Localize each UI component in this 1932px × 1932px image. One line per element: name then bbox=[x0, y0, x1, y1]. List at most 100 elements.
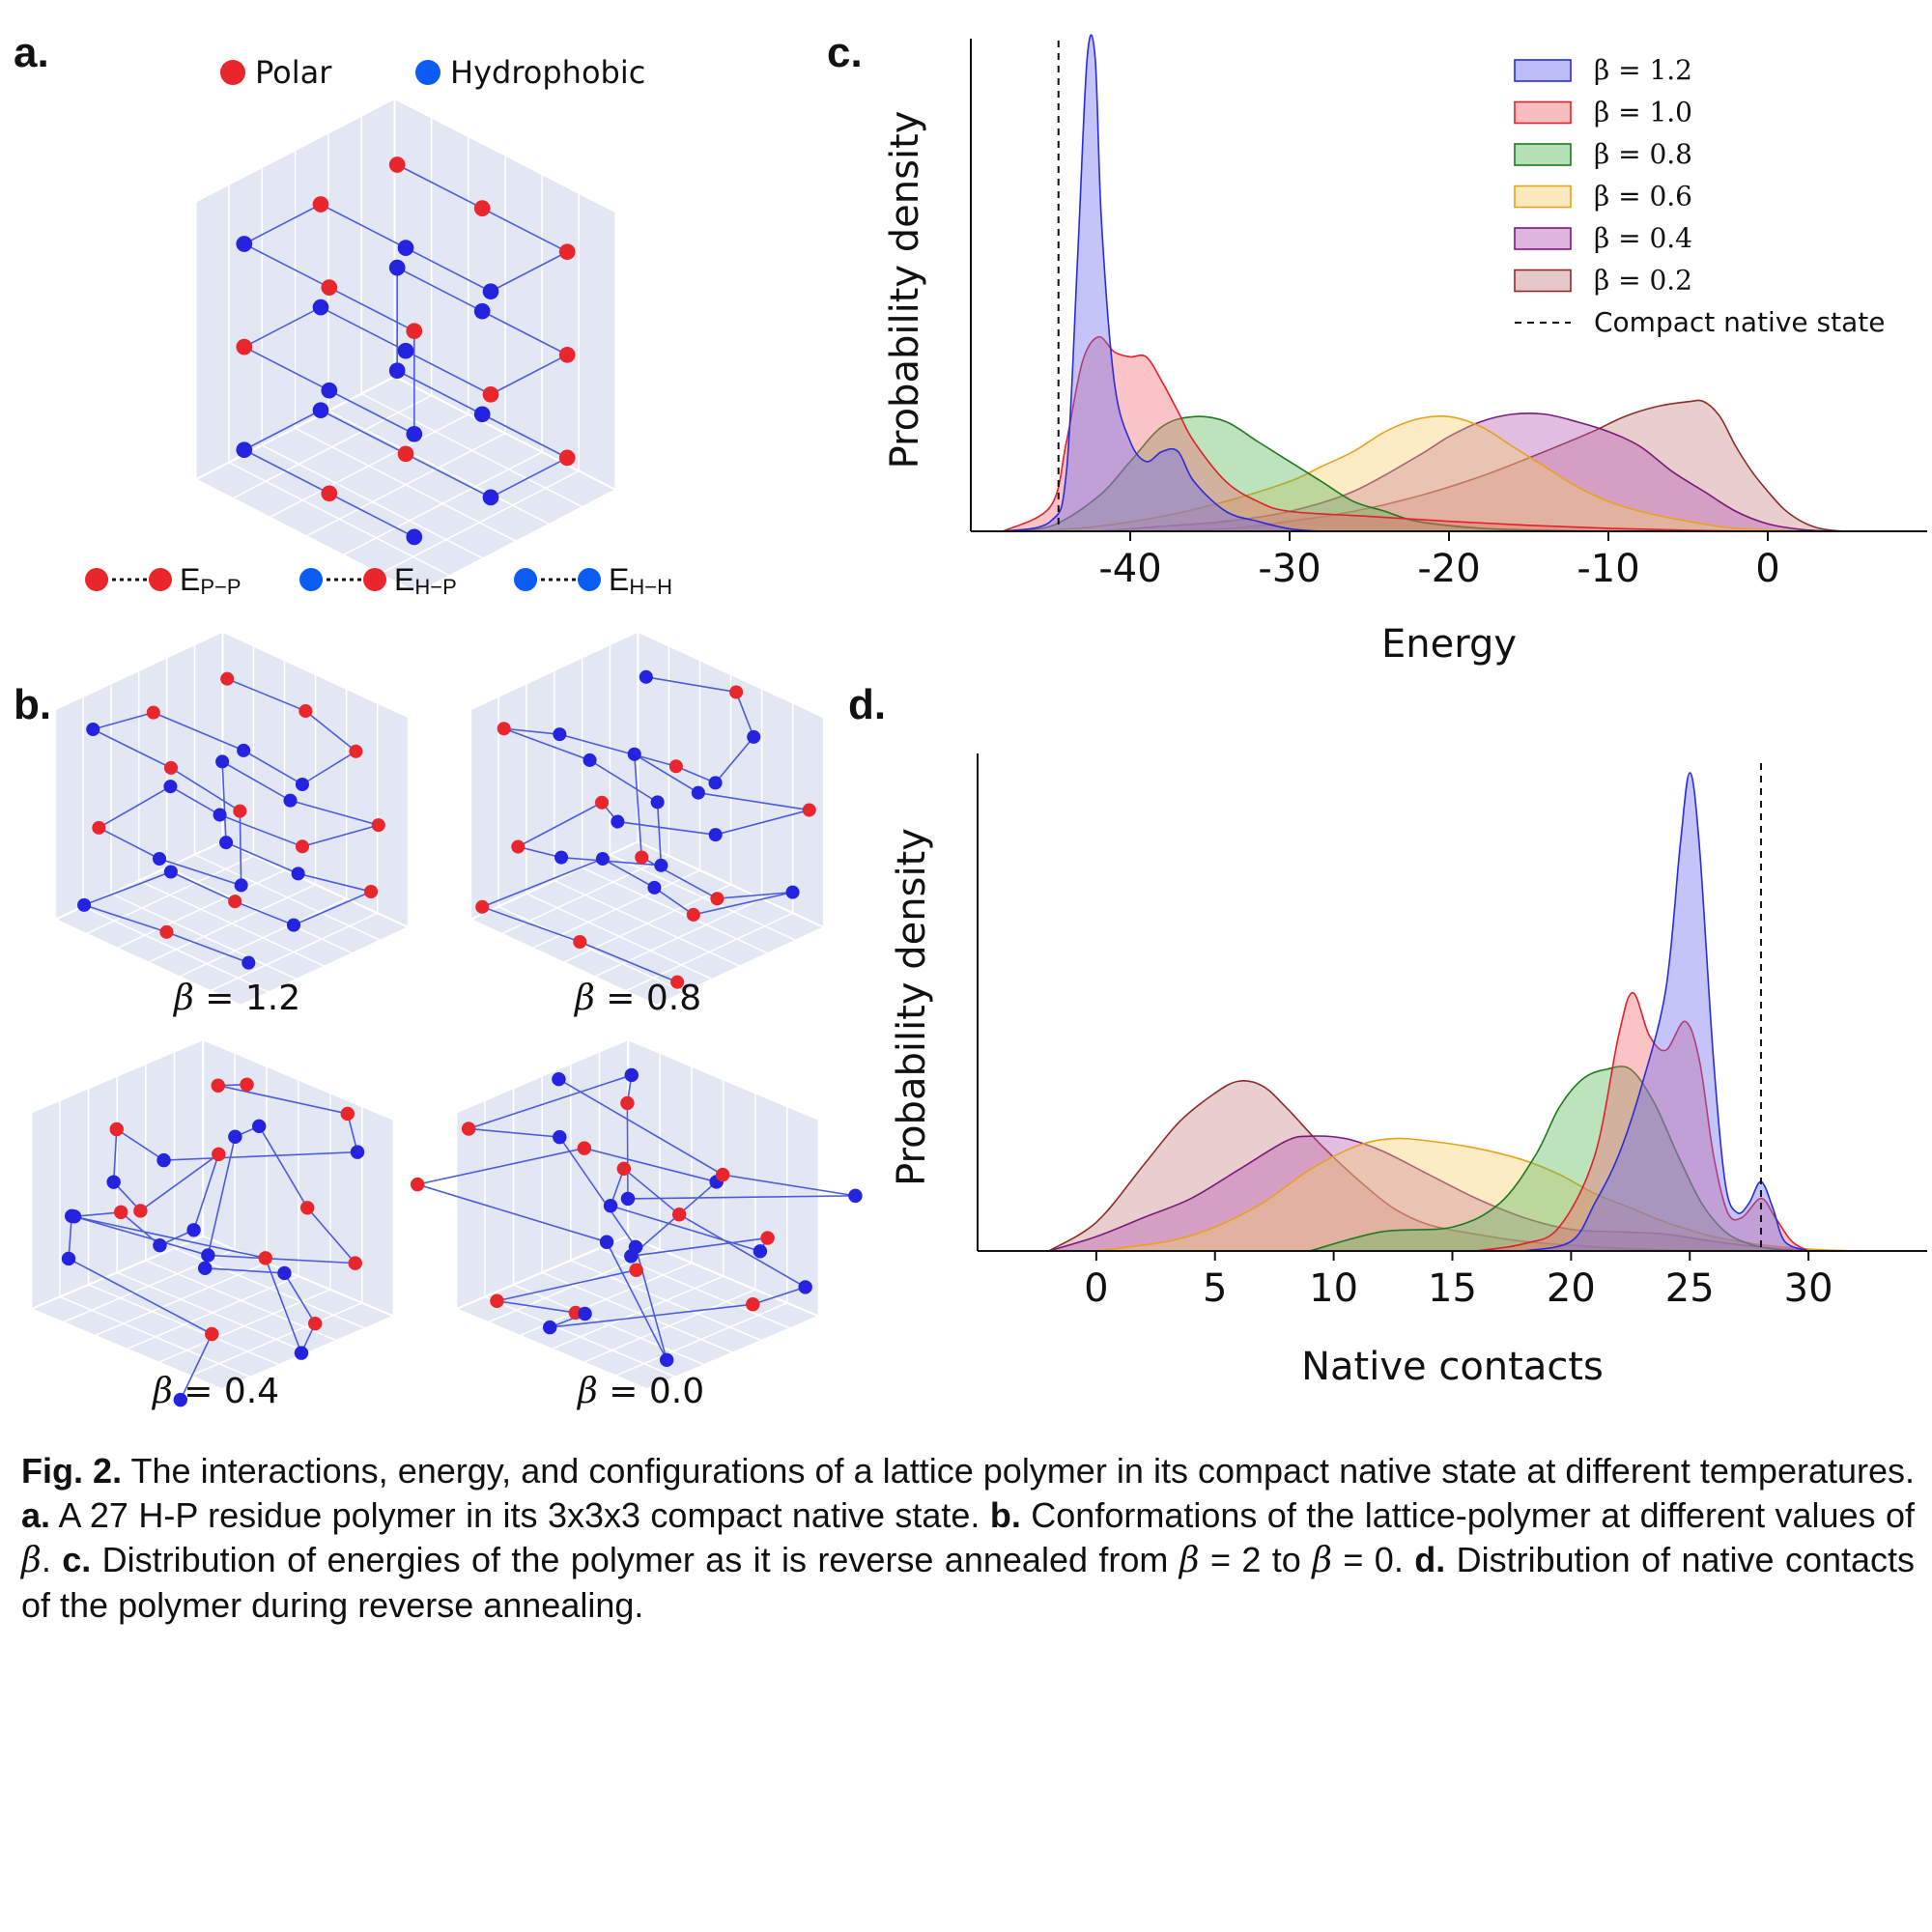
interaction-residue-left bbox=[514, 568, 537, 591]
polar-residue bbox=[146, 705, 160, 720]
polar-residue bbox=[159, 924, 174, 939]
hydrophobic-residue bbox=[482, 283, 499, 300]
lattice-conformation-1 bbox=[52, 630, 412, 1007]
polar-residue bbox=[371, 818, 385, 833]
grid-line bbox=[54, 919, 242, 1007]
lattice-conformation-2 bbox=[468, 630, 827, 1007]
density-series-0 bbox=[1002, 34, 1322, 532]
hydrophobic-residue bbox=[654, 858, 668, 872]
hydrophobic-residue bbox=[691, 785, 705, 800]
hydrophobic-residue bbox=[242, 955, 256, 970]
legend-polar: Polar bbox=[220, 54, 331, 91]
polar-residue bbox=[258, 1251, 272, 1265]
hydrophobic-residue bbox=[595, 852, 610, 867]
hydrophobic-residue bbox=[277, 1265, 292, 1281]
polar-residue bbox=[348, 1256, 362, 1270]
hydrophobic-residue bbox=[286, 918, 301, 932]
grid-line bbox=[416, 489, 616, 594]
legend-entry-0: β = 1.2 bbox=[1594, 54, 1692, 86]
hydrophobic-residue bbox=[753, 1244, 768, 1259]
x-tick-label: 15 bbox=[1428, 1266, 1477, 1311]
polar-residue bbox=[388, 156, 406, 173]
beta-label-3: β = 0.4 bbox=[153, 1372, 280, 1411]
density-series-4 bbox=[1048, 1135, 1809, 1252]
interaction-residue-right bbox=[578, 568, 601, 591]
x-tick-label: 5 bbox=[1203, 1266, 1227, 1311]
caption-d-label: d. bbox=[1414, 1540, 1446, 1579]
polar-residue bbox=[92, 820, 106, 835]
caption-b-label: b. bbox=[989, 1495, 1021, 1535]
hydrophobic-residue bbox=[153, 1237, 167, 1253]
caption-c-eq1: = 2 to bbox=[1199, 1540, 1313, 1579]
caption-b-text: Conformations of the lattice-polymer at … bbox=[1020, 1495, 1915, 1535]
hydrophobic-residue bbox=[291, 867, 305, 881]
hydrophobic-residue bbox=[163, 865, 178, 879]
polar-residue bbox=[686, 907, 700, 922]
hydrophobic-residue bbox=[611, 814, 625, 829]
caption-c-label: c. bbox=[62, 1540, 92, 1579]
x-tick-label: 0 bbox=[1755, 547, 1779, 591]
hydrophobic-residue bbox=[553, 1129, 567, 1145]
polar-residue bbox=[240, 1077, 254, 1092]
hydrophobic-residue bbox=[647, 880, 662, 895]
hydrophobic-residue bbox=[215, 754, 230, 769]
x-axis-label: Energy bbox=[1381, 622, 1517, 667]
polar-residue bbox=[577, 1141, 592, 1155]
grid-line bbox=[656, 926, 825, 1007]
polar-residue bbox=[511, 839, 526, 854]
polar-residue bbox=[236, 338, 253, 355]
density-series-2 bbox=[1002, 415, 1609, 532]
interaction-residue-right bbox=[149, 568, 172, 591]
polar-residue bbox=[233, 804, 247, 818]
hydrophobic-residue bbox=[578, 1306, 592, 1321]
polar-residue bbox=[298, 704, 313, 719]
x-tick-label: -30 bbox=[1258, 547, 1321, 591]
hydrophobic-residue bbox=[798, 1280, 812, 1294]
hydrophobic-residue bbox=[603, 1198, 618, 1213]
beta-label-1: β = 1.2 bbox=[174, 979, 301, 1018]
grid-line bbox=[241, 926, 410, 1007]
polar-residue bbox=[397, 445, 414, 463]
hydrophobic-residue bbox=[219, 836, 234, 850]
caption-fig-label: Fig. 2. bbox=[21, 1451, 123, 1491]
caption-d-text: Distribution of native contacts of the p… bbox=[21, 1540, 1916, 1625]
density-series-1 bbox=[1002, 335, 1769, 532]
interaction-residue-right bbox=[363, 568, 386, 591]
hydrophobic-residue bbox=[624, 1067, 639, 1083]
density-series-5 bbox=[1129, 399, 1848, 532]
polar-dot-icon bbox=[220, 60, 245, 85]
hydrophobic-residue bbox=[197, 1261, 213, 1276]
grid-line bbox=[646, 1315, 820, 1390]
hydrophobic-residue bbox=[106, 1175, 121, 1189]
polar-residue bbox=[163, 760, 179, 775]
legend-hydrophobic: Hydrophobic bbox=[415, 54, 645, 91]
caption-c-eq2: = 0. bbox=[1332, 1540, 1415, 1579]
hydrophobic-residue bbox=[294, 1346, 309, 1360]
interaction-subscript: H−H bbox=[629, 575, 672, 599]
polar-residue bbox=[307, 1316, 323, 1331]
panel-letter-c: c. bbox=[827, 29, 863, 76]
legend-swatch-5 bbox=[1514, 269, 1572, 293]
polar-residue bbox=[406, 323, 423, 340]
beta-label-2: β = 0.8 bbox=[575, 979, 702, 1018]
density-series-4 bbox=[1097, 412, 1833, 532]
hydrophobic-residue bbox=[77, 897, 92, 912]
legend-polar-label: Polar bbox=[255, 54, 332, 91]
hydrophobic-residue bbox=[543, 1320, 557, 1335]
polar-residue bbox=[760, 1231, 775, 1245]
interaction-residue-left bbox=[85, 568, 108, 591]
hydrophobic-dot-icon bbox=[415, 60, 440, 85]
polar-residue bbox=[635, 850, 649, 865]
polar-residue bbox=[670, 975, 685, 989]
polar-residue bbox=[729, 685, 744, 699]
y-axis-label: Probability density bbox=[890, 828, 934, 1186]
legend-swatch-1 bbox=[1514, 100, 1572, 125]
hydrophobic-residue bbox=[708, 776, 723, 790]
lattice-conformation-3 bbox=[28, 1037, 397, 1407]
polar-residue bbox=[228, 895, 242, 909]
interaction-subscript: P−P bbox=[200, 575, 241, 599]
hydrophobic-residue bbox=[186, 1223, 201, 1237]
hydrophobic-residue bbox=[708, 828, 723, 842]
interaction-subscript: H−P bbox=[414, 575, 456, 599]
density-series-1 bbox=[1475, 991, 1812, 1252]
